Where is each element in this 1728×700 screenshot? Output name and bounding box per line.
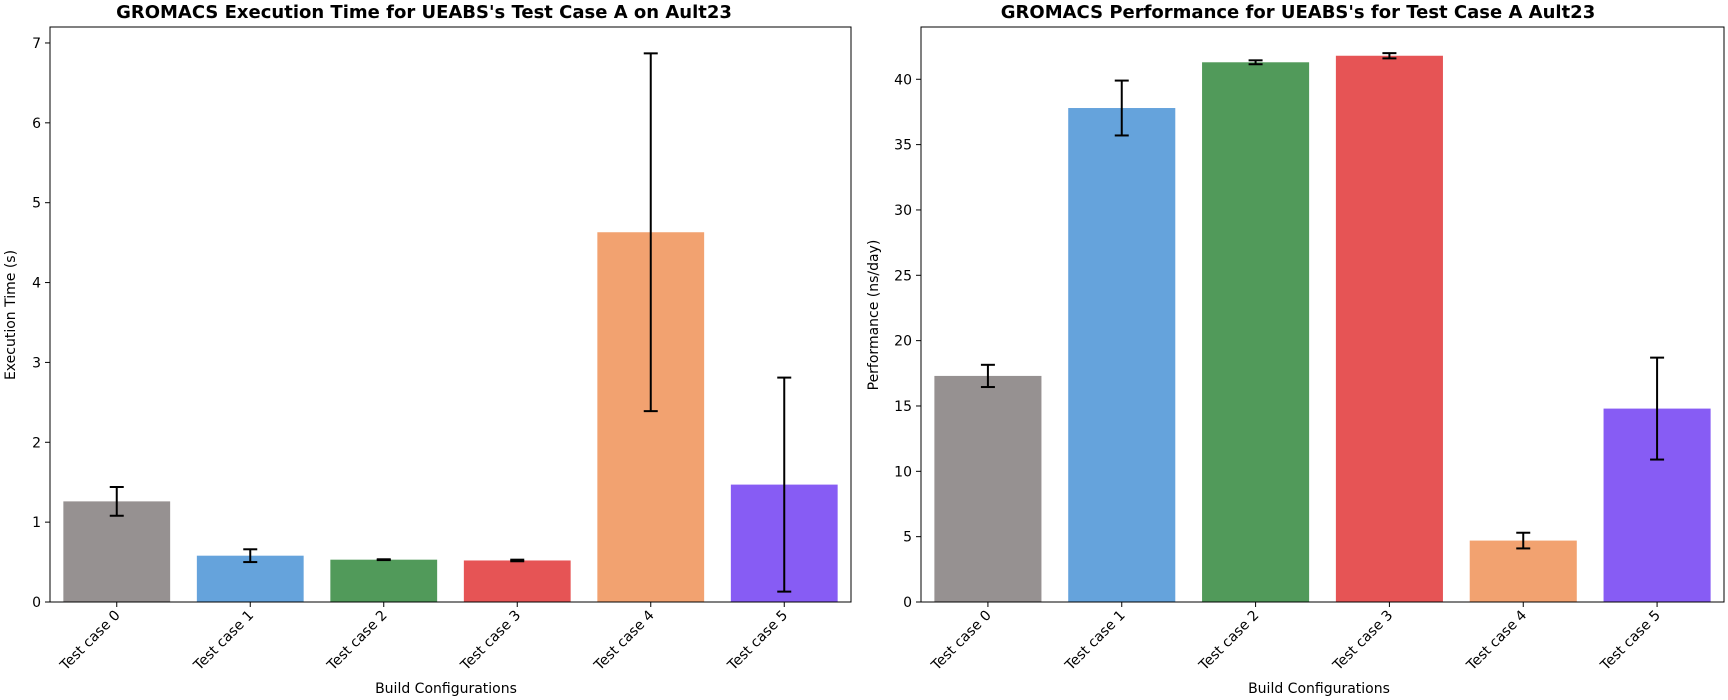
x-tick-label: Test case 1 <box>190 608 257 675</box>
chart-performance: GROMACS Performance for UEABS's for Test… <box>866 2 1725 697</box>
y-tick-label: 6 <box>32 116 41 132</box>
x-tick-label: Test case 3 <box>457 608 524 675</box>
y-tick-label: 7 <box>32 36 41 52</box>
bar <box>63 501 171 602</box>
y-tick-label: 0 <box>903 595 912 611</box>
x-tick-label: Test case 5 <box>724 608 791 675</box>
x-axis-label: Build Configurations <box>1248 681 1390 697</box>
error-bar <box>1516 531 1531 550</box>
x-tick-label: Test case 5 <box>1597 608 1664 675</box>
y-tick-label: 2 <box>32 435 41 451</box>
x-tick-label: Test case 3 <box>1329 608 1396 675</box>
error-bar <box>777 376 792 593</box>
x-tick-label: Test case 2 <box>1196 608 1263 675</box>
bar <box>934 375 1042 602</box>
y-tick-label: 15 <box>894 399 912 415</box>
bar <box>463 560 571 602</box>
axes-frame <box>49 26 852 603</box>
chart-title: GROMACS Execution Time for UEABS's Test … <box>116 2 732 23</box>
x-axis-label: Build Configurations <box>375 681 517 697</box>
error-bar <box>510 558 525 563</box>
bar <box>196 555 304 602</box>
error-bar <box>109 486 124 517</box>
bar <box>1202 62 1310 602</box>
x-tick-label: Test case 4 <box>591 607 658 674</box>
y-tick-label: 40 <box>894 72 912 88</box>
x-tick-label: Test case 1 <box>1062 608 1129 675</box>
y-tick-label: 20 <box>894 334 912 350</box>
error-bar <box>1382 52 1397 60</box>
x-tick-label: Test case 0 <box>928 608 995 675</box>
axes-frame <box>920 26 1725 603</box>
y-tick-label: 5 <box>903 530 912 546</box>
y-tick-label: 0 <box>32 595 41 611</box>
error-bar <box>1650 356 1665 461</box>
y-tick-label: 30 <box>894 203 912 219</box>
y-tick-label: 10 <box>894 464 912 480</box>
error-bar <box>643 52 658 413</box>
chart-title: GROMACS Performance for UEABS's for Test… <box>1001 2 1595 23</box>
bar <box>1068 108 1176 602</box>
y-tick-label: 25 <box>894 268 912 284</box>
plot-area: Test case 0 Test case 1 Test case 2 Test ca… <box>894 26 1725 675</box>
y-tick-label: 35 <box>894 138 912 154</box>
error-bar <box>376 558 391 562</box>
bar <box>1335 55 1443 602</box>
error-bar <box>1248 59 1263 66</box>
error-bar <box>1114 79 1129 137</box>
y-axis-label: Execution Time (s) <box>3 250 19 380</box>
chart-execution-time: GROMACS Execution Time for UEABS's Test … <box>3 2 852 697</box>
y-tick-label: 4 <box>32 276 41 292</box>
x-tick-label: Test case 2 <box>324 608 391 675</box>
y-axis-label: Performance (ns/day) <box>866 240 882 391</box>
y-tick-label: 1 <box>32 515 41 531</box>
bar <box>330 559 438 602</box>
y-tick-label: 3 <box>32 355 41 371</box>
error-bar <box>243 548 258 564</box>
error-bar <box>980 363 995 389</box>
bar <box>1469 540 1577 602</box>
y-tick-label: 5 <box>32 196 41 212</box>
x-tick-label: Test case 0 <box>57 608 124 675</box>
plot-area: Test case 0 Test case 1 Test case 2 Test ca… <box>32 26 852 675</box>
x-tick-label: Test case 4 <box>1463 607 1530 674</box>
